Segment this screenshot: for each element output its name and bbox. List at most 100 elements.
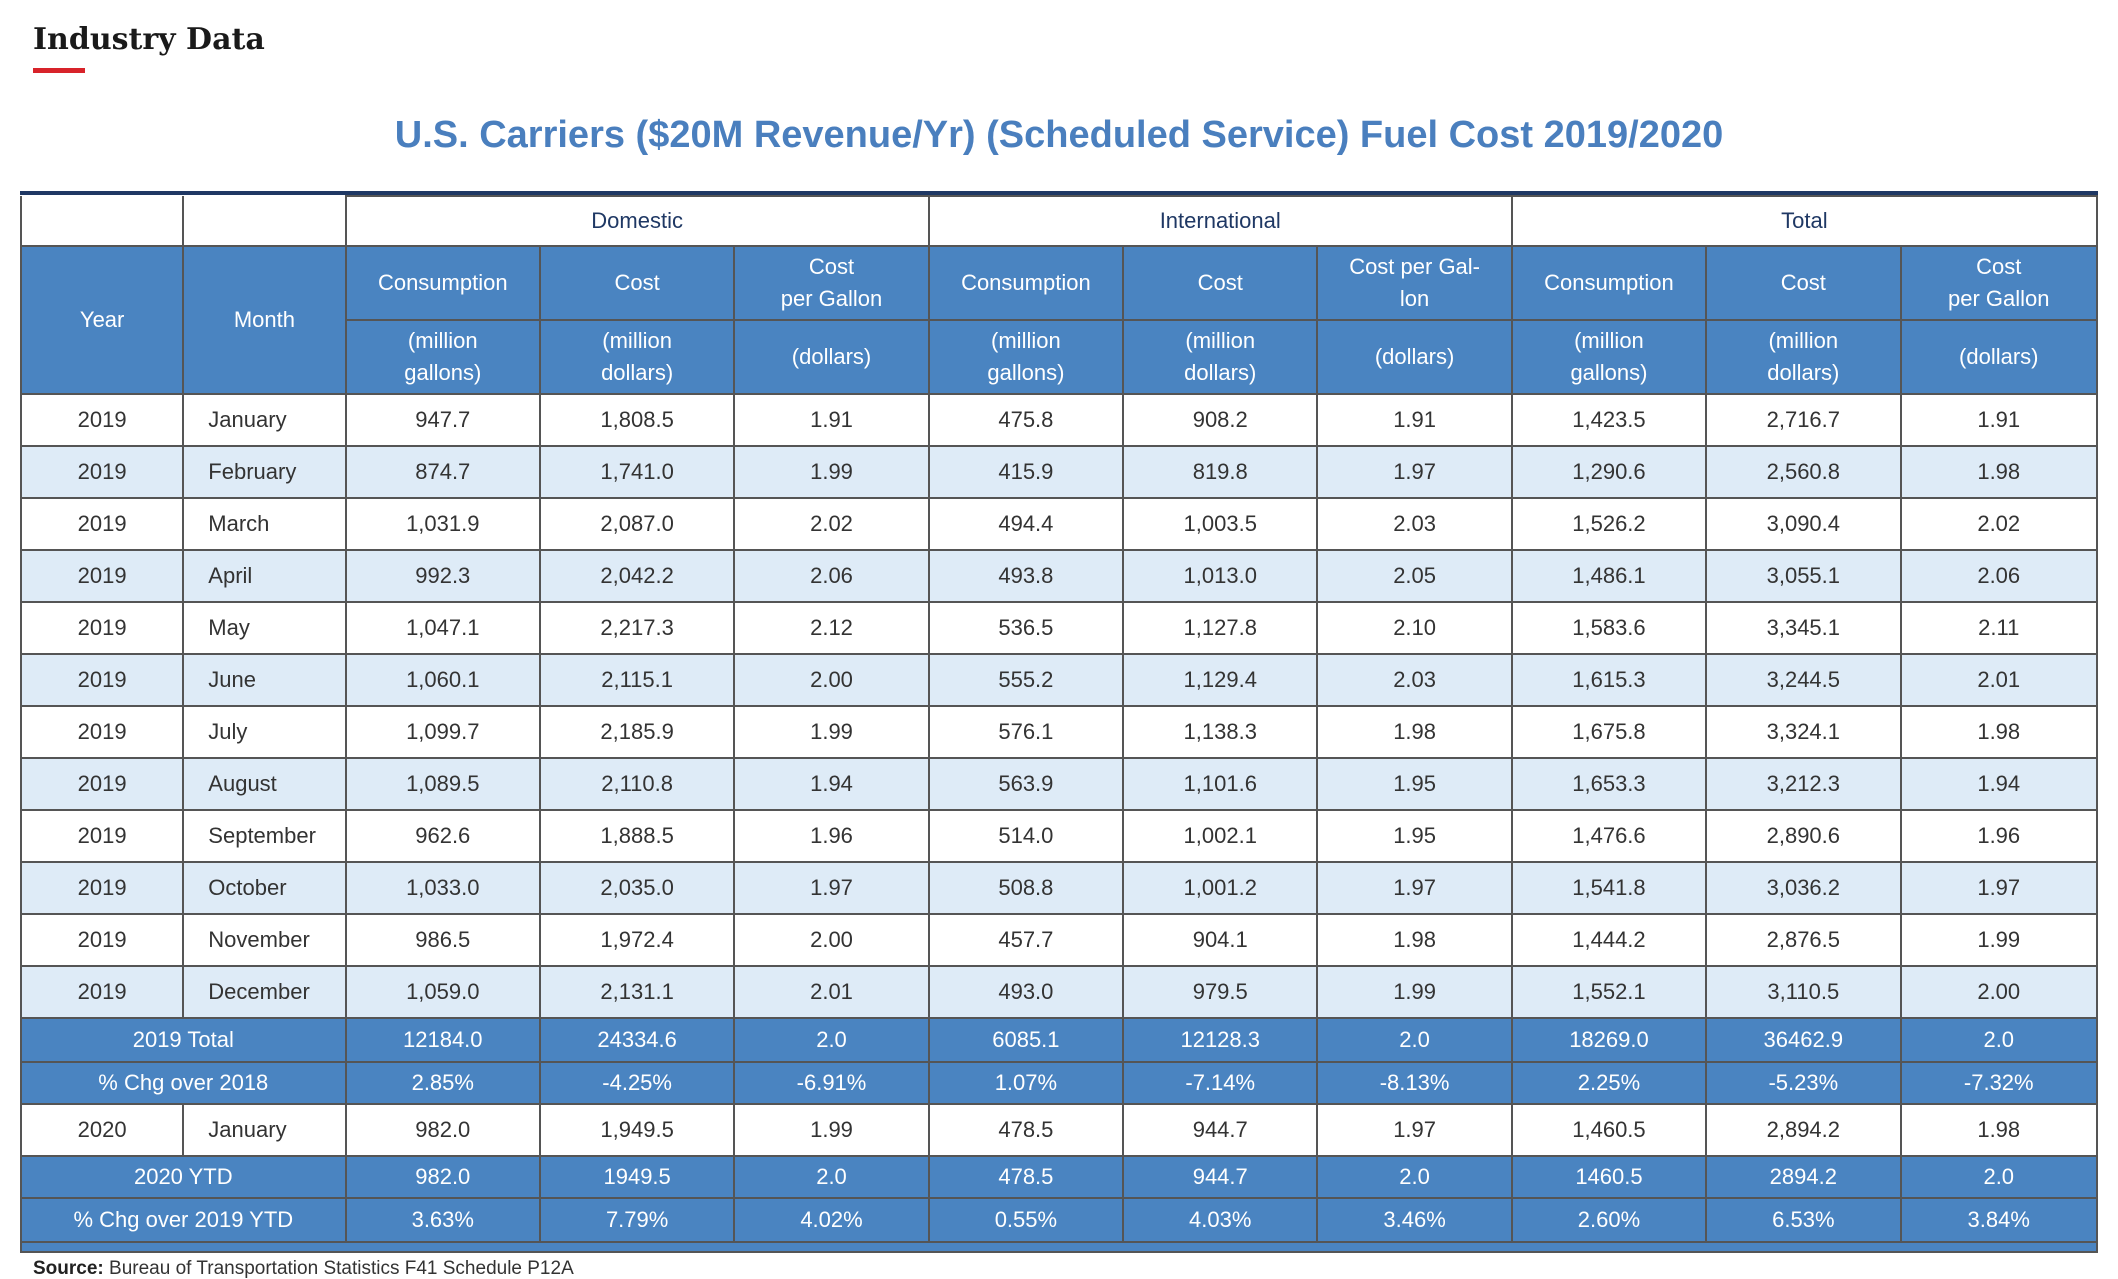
table-cell: 2.01: [733, 965, 930, 1019]
table-cell: 1.96: [1899, 809, 2098, 863]
table-cell: 1,101.6: [1122, 757, 1319, 811]
table-cell: 1.99: [1899, 913, 2098, 967]
table-cell: 3,244.5: [1705, 653, 1902, 707]
table-cell: 1.94: [1899, 757, 2098, 811]
table-cell: 1.91: [1316, 393, 1513, 447]
table-cell: 2.02: [1899, 497, 2098, 551]
table-cell: 1,138.3: [1122, 705, 1319, 759]
table-cell: 1.91: [733, 393, 930, 447]
table-cell: 1,460.5: [1510, 1103, 1708, 1157]
table-cell: 1,059.0: [344, 965, 541, 1019]
unit-gallons: (million gallons): [344, 319, 541, 395]
summary-row: % Chg over 2018 2.85% -4.25% -6.91% 1.07% -7.…: [20, 1061, 2098, 1105]
table-row: 2019 January 947.7 1,808.5 1.91 475.8 908.2 1.9…: [19, 393, 2098, 447]
table-cell: 2,217.3: [538, 601, 736, 655]
table-cell: 2.0: [1316, 1017, 1513, 1063]
table-cell: 478.5: [927, 1103, 1125, 1157]
table-cell: 3.46%: [1316, 1197, 1513, 1243]
table-cell: 2,087.0: [538, 497, 736, 551]
table-cell: 982.0: [344, 1155, 541, 1199]
table-cell: 1,099.7: [344, 705, 541, 759]
table-cell: 2,042.2: [538, 549, 736, 603]
table-cell: 947.7: [344, 393, 541, 447]
year-cell: 2019: [19, 965, 185, 1019]
table-cell: 2.00: [733, 913, 930, 967]
year-cell: 2019: [19, 705, 185, 759]
table-cell: 1,615.3: [1510, 653, 1708, 707]
year-cell: 2019: [19, 497, 185, 551]
col-total-consumption: Consumption: [1510, 245, 1708, 321]
table-cell: 1.98: [1899, 1103, 2098, 1157]
summary-label: 2020 YTD: [20, 1155, 347, 1199]
table-cell: 6.53%: [1705, 1197, 1902, 1243]
table-bottom-bar: [20, 1241, 2098, 1253]
table-cell: 1,653.3: [1510, 757, 1708, 811]
table-cell: 7.79%: [538, 1197, 736, 1243]
table-cell: 3,345.1: [1705, 601, 1902, 655]
table-cell: 3,090.4: [1705, 497, 1902, 551]
table-cell: 6085.1: [927, 1017, 1125, 1063]
table-cell: 2.06: [1899, 549, 2098, 603]
table-cell: 1,047.1: [344, 601, 541, 655]
table-cell: 2.03: [1316, 497, 1513, 551]
table-cell: 1.97: [1316, 445, 1513, 499]
table-cell: 1.95: [1316, 809, 1513, 863]
table-cell: 1,583.6: [1510, 601, 1708, 655]
summary-row: 2019 Total 12184.0 24334.6 2.0 6085.1 12128.3…: [20, 1017, 2098, 1063]
table-cell: 874.7: [344, 445, 541, 499]
table-row: 2019 December 1,059.0 2,131.1 2.01 493.0 979.5…: [19, 965, 2098, 1019]
table-cell: 2.60%: [1510, 1197, 1708, 1243]
table-cell: 979.5: [1122, 965, 1319, 1019]
table-cell: 1.95: [1316, 757, 1513, 811]
summary-row: % Chg over 2019 YTD 3.63% 7.79% 4.02% 0.55% 4…: [20, 1197, 2098, 1243]
table-cell: 2.10: [1316, 601, 1513, 655]
summary-label: % Chg over 2018: [20, 1061, 347, 1105]
table-row: 2019 July 1,099.7 2,185.9 1.99 576.1 1,138.3 1.…: [19, 705, 2098, 759]
summary-row: 2020 YTD 982.0 1949.5 2.0 478.5 944.7 2.0 1460.…: [20, 1155, 2098, 1199]
table-cell: 3,212.3: [1705, 757, 1902, 811]
table-cell: 1,290.6: [1510, 445, 1708, 499]
table-cell: 12184.0: [344, 1017, 541, 1063]
table-cell: 457.7: [927, 913, 1125, 967]
table-cell: 1.94: [733, 757, 930, 811]
table-cell: 1,808.5: [538, 393, 736, 447]
table-cell: 1,444.2: [1510, 913, 1708, 967]
table-cell: 1949.5: [538, 1155, 736, 1199]
col-domestic-cpg: Cost per Gallon: [733, 245, 930, 321]
table-row: 2019 September 962.6 1,888.5 1.96 514.0 1,002.…: [19, 809, 2098, 863]
unit-gallons: (million gallons): [1510, 319, 1708, 395]
table-cell: 1.99: [733, 1103, 930, 1157]
table-cell: -8.13%: [1316, 1061, 1513, 1105]
table-cell: 1.97: [1316, 1103, 1513, 1157]
group-international: International: [927, 195, 1513, 247]
table-cell: 1,552.1: [1510, 965, 1708, 1019]
table-cell: 1,013.0: [1122, 549, 1319, 603]
table-cell: 1,423.5: [1510, 393, 1708, 447]
table-cell: 4.03%: [1122, 1197, 1319, 1243]
table-cell: 12128.3: [1122, 1017, 1319, 1063]
table-cell: 0.55%: [927, 1197, 1125, 1243]
table-cell: 475.8: [927, 393, 1125, 447]
page-title: U.S. Carriers ($20M Revenue/Yr) (Schedul…: [394, 114, 1724, 156]
year-cell: 2019: [19, 757, 185, 811]
table-cell: 18269.0: [1510, 1017, 1708, 1063]
table-cell: 2.0: [1899, 1155, 2098, 1199]
table-top-rule: [20, 191, 2098, 195]
table-cell: 2.85%: [344, 1061, 541, 1105]
unit-dollars: (dollars): [733, 319, 930, 395]
section-accent-rule: [33, 68, 85, 73]
bottom-bar-cell: [20, 1241, 2098, 1253]
summary-label: % Chg over 2019 YTD: [20, 1197, 347, 1243]
table-cell: 992.3: [344, 549, 541, 603]
table-cell: 962.6: [344, 809, 541, 863]
table-cell: 2.01: [1899, 653, 2098, 707]
month-cell: October: [182, 861, 347, 915]
table-cell: 2,716.7: [1705, 393, 1902, 447]
table-row: 2019 February 874.7 1,741.0 1.99 415.9 819.8 1.…: [19, 445, 2098, 499]
table-row: 2019 April 992.3 2,042.2 2.06 493.8 1,013.0 2.0…: [19, 549, 2098, 603]
col-domestic-cost: Cost: [538, 245, 736, 321]
table-cell: 1,949.5: [538, 1103, 736, 1157]
table-cell: 1,741.0: [538, 445, 736, 499]
table-row: 2020 January 982.0 1,949.5 1.99 478.5 944.7 1.9…: [19, 1103, 2098, 1157]
col-international-cpg: Cost per Gal- lon: [1316, 245, 1513, 321]
